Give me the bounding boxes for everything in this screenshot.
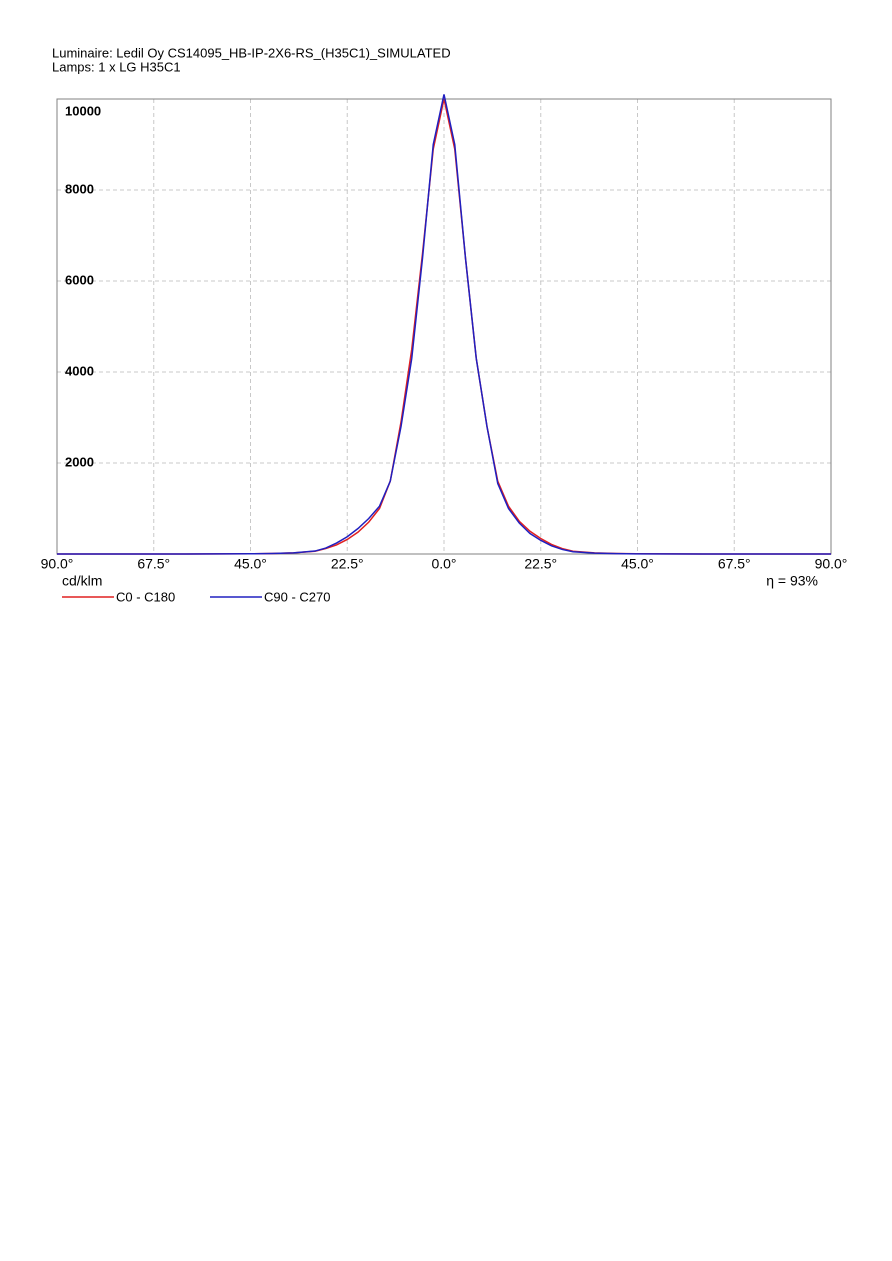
x-tick-label: 90.0°	[815, 556, 848, 572]
y-tick-label: 6000	[65, 272, 94, 287]
x-tick-label: 67.5°	[137, 556, 170, 572]
y-tick-label: 10000	[65, 103, 101, 118]
efficiency-label: η = 93%	[766, 573, 818, 589]
unit-label: cd/klm	[62, 573, 102, 589]
x-tick-label: 22.5°	[524, 556, 557, 572]
legend-label: C0 - C180	[116, 589, 175, 604]
y-tick-label: 8000	[65, 181, 94, 196]
x-tick-label: 90.0°	[41, 556, 74, 572]
y-tick-label: 4000	[65, 363, 94, 378]
x-tick-label: 45.0°	[621, 556, 654, 572]
lamps-label: Lamps: 1 x LG H35C1	[52, 59, 181, 74]
x-tick-label: 0.0°	[431, 556, 456, 572]
x-tick-label: 22.5°	[331, 556, 364, 572]
x-tick-label: 67.5°	[718, 556, 751, 572]
luminaire-label: Luminaire: Ledil Oy CS14095_HB-IP-2X6-RS…	[52, 45, 451, 60]
x-tick-label: 45.0°	[234, 556, 267, 572]
legend-label: C90 - C270	[264, 589, 330, 604]
series-line	[57, 94, 831, 555]
y-tick-label: 2000	[65, 454, 94, 469]
